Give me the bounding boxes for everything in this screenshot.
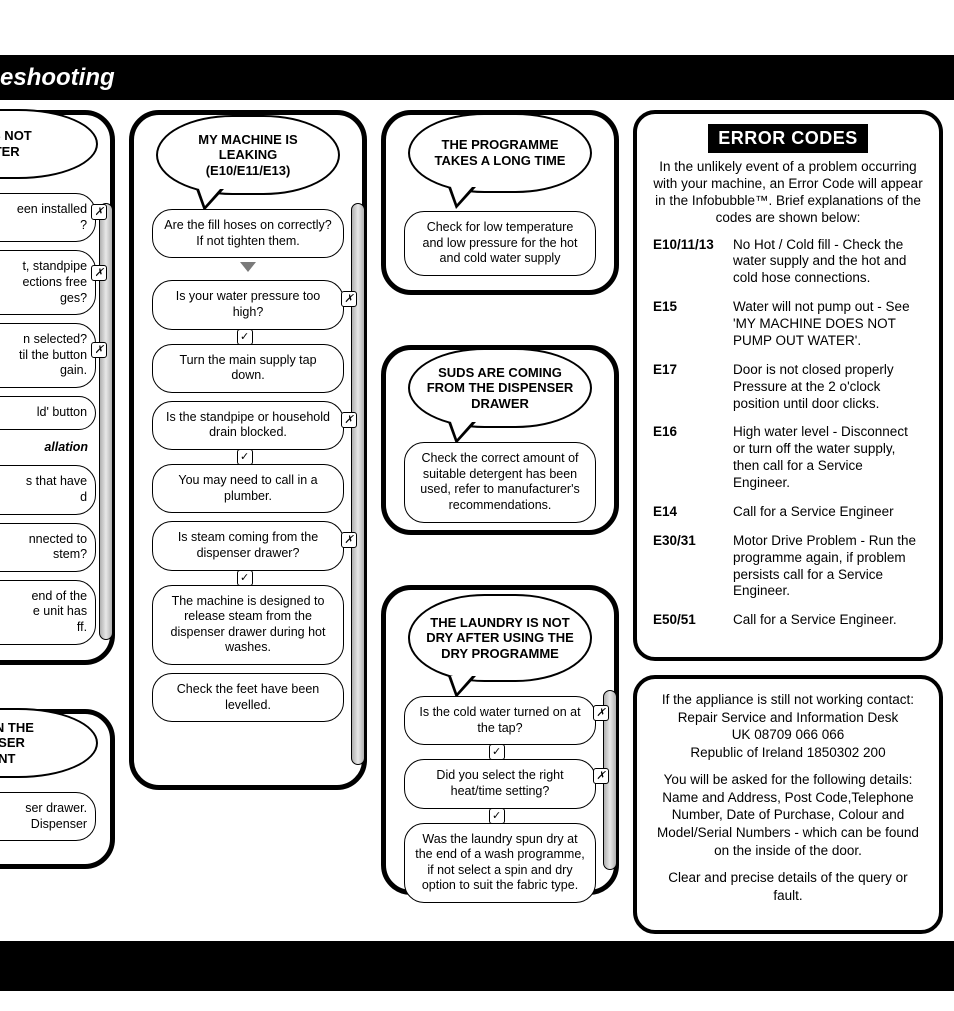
step: ser drawer. Dispenser <box>0 792 96 841</box>
cross-icon: ✗ <box>341 532 357 548</box>
error-code-value: Call for a Service Engineer <box>733 504 923 521</box>
page-footer <box>0 941 954 991</box>
error-codes-list: E10/11/13No Hot / Cold fill - Check the … <box>653 237 923 630</box>
step: Check the correct amount of suitable det… <box>404 442 596 523</box>
card-dispenser: TS IN THE ENSER ENT ser drawer. Dispense… <box>0 709 115 869</box>
cross-icon: ✗ <box>91 342 107 358</box>
bubble-text: OES NOT ATER <box>0 128 32 159</box>
error-code-key: E15 <box>653 299 733 350</box>
col-3: ERROR CODES In the unlikely event of a p… <box>633 110 943 941</box>
cross-icon: ✗ <box>593 705 609 721</box>
error-code-value: High water level - Disconnect or turn of… <box>733 424 923 492</box>
cross-icon: ✗ <box>593 768 609 784</box>
step: Is the cold water turned on at the tap? … <box>404 696 596 745</box>
arrow-down-icon <box>240 262 256 272</box>
card-long-time: THE PROGRAMME TAKES A LONG TIME Check fo… <box>381 110 619 295</box>
contact-text: UK 08709 066 066 <box>732 727 845 742</box>
cross-icon: ✗ <box>91 265 107 281</box>
bubble-does-not: OES NOT ATER <box>0 109 98 179</box>
step: Turn the main supply tap down. <box>152 344 344 393</box>
tick-icon: ✓ <box>489 808 505 824</box>
page-header: eshooting <box>0 55 954 100</box>
bubble-text: THE LAUNDRY IS NOT DRY AFTER USING THE D… <box>424 615 576 662</box>
step: ld' button <box>0 396 96 430</box>
contact-text: Repair Service and Information Desk <box>678 710 899 725</box>
content-row: OES NOT ATER een installed ?✗ t, standpi… <box>0 110 954 941</box>
bubble-text: THE PROGRAMME TAKES A LONG TIME <box>424 137 576 168</box>
pipe-icon <box>351 203 365 765</box>
step: een installed ?✗ <box>0 193 96 242</box>
error-code-row: E50/51Call for a Service Engineer. <box>653 612 923 629</box>
step: Are the fill hoses on correctly? If not … <box>152 209 344 258</box>
error-code-key: E16 <box>653 424 733 492</box>
card-leaking: MY MACHINE IS LEAKING (E10/E11/E13) Are … <box>129 110 367 790</box>
col-0: OES NOT ATER een installed ?✗ t, standpi… <box>0 110 115 941</box>
cross-icon: ✗ <box>341 291 357 307</box>
card-does-not: OES NOT ATER een installed ?✗ t, standpi… <box>0 110 115 665</box>
bubble-leaking: MY MACHINE IS LEAKING (E10/E11/E13) <box>156 115 340 195</box>
step: You may need to call in a plumber. <box>152 464 344 513</box>
error-code-row: E15Water will not pump out - See 'MY MAC… <box>653 299 923 350</box>
contact-panel: If the appliance is still not working co… <box>633 675 943 934</box>
step-ref: allation <box>0 438 96 458</box>
error-code-key: E14 <box>653 504 733 521</box>
error-codes-intro: In the unlikely event of a problem occur… <box>653 159 923 227</box>
step: Was the laundry spun dry at the end of a… <box>404 823 596 904</box>
error-code-row: E14Call for a Service Engineer <box>653 504 923 521</box>
bubble-dispenser: TS IN THE ENSER ENT <box>0 708 98 778</box>
contact-text: Clear and precise details of the query o… <box>653 869 923 904</box>
step: Is the standpipe or household drain bloc… <box>152 401 344 450</box>
error-code-row: E10/11/13No Hot / Cold fill - Check the … <box>653 237 923 288</box>
cross-icon: ✗ <box>341 412 357 428</box>
page-title: eshooting <box>0 64 115 91</box>
col-2: THE PROGRAMME TAKES A LONG TIME Check fo… <box>381 110 619 941</box>
error-code-row: E30/31Motor Drive Problem - Run the prog… <box>653 533 923 601</box>
card-suds: SUDS ARE COMING FROM THE DISPENSER DRAWE… <box>381 345 619 535</box>
step: The machine is designed to release steam… <box>152 585 344 666</box>
step: end of the e unit has ff. <box>0 580 96 645</box>
error-code-value: No Hot / Cold fill - Check the water sup… <box>733 237 923 288</box>
bubble-text: MY MACHINE IS LEAKING (E10/E11/E13) <box>172 132 324 179</box>
step: Is your water pressure too high? ✗ ✓ <box>152 280 344 329</box>
error-code-key: E30/31 <box>653 533 733 601</box>
bubble-text: TS IN THE ENSER ENT <box>0 720 34 767</box>
contact-text: If the appliance is still not working co… <box>662 692 914 707</box>
error-code-row: E17Door is not closed properly Pressure … <box>653 362 923 413</box>
card-not-dry: THE LAUNDRY IS NOT DRY AFTER USING THE D… <box>381 585 619 895</box>
bubble-suds: SUDS ARE COMING FROM THE DISPENSER DRAWE… <box>408 348 592 428</box>
bubble-text: SUDS ARE COMING FROM THE DISPENSER DRAWE… <box>424 365 576 412</box>
col-1: MY MACHINE IS LEAKING (E10/E11/E13) Are … <box>129 110 367 941</box>
step: nnected to stem? <box>0 523 96 572</box>
error-codes-title: ERROR CODES <box>708 124 868 153</box>
tick-icon: ✓ <box>237 449 253 465</box>
cross-icon: ✗ <box>91 204 107 220</box>
error-code-key: E50/51 <box>653 612 733 629</box>
step: s that have d <box>0 465 96 514</box>
contact-text: You will be asked for the following deta… <box>653 771 923 859</box>
error-codes-panel: ERROR CODES In the unlikely event of a p… <box>633 110 943 661</box>
tick-icon: ✓ <box>237 570 253 586</box>
step: Check the feet have been levelled. <box>152 673 344 722</box>
step: Check for low temperature and low pressu… <box>404 211 596 276</box>
step: t, standpipe ections free ges?✗ <box>0 250 96 315</box>
bubble-long-time: THE PROGRAMME TAKES A LONG TIME <box>408 113 592 193</box>
error-code-value: Call for a Service Engineer. <box>733 612 923 629</box>
error-code-row: E16High water level - Disconnect or turn… <box>653 424 923 492</box>
error-code-value: Water will not pump out - See 'MY MACHIN… <box>733 299 923 350</box>
step: n selected? til the button gain.✗ <box>0 323 96 388</box>
page: eshooting OES NOT ATER een installed ?✗ … <box>0 0 954 1011</box>
tick-icon: ✓ <box>489 744 505 760</box>
error-code-value: Door is not closed properly Pressure at … <box>733 362 923 413</box>
tick-icon: ✓ <box>237 329 253 345</box>
step: Did you select the right heat/time setti… <box>404 759 596 808</box>
bubble-not-dry: THE LAUNDRY IS NOT DRY AFTER USING THE D… <box>408 594 592 682</box>
error-code-key: E10/11/13 <box>653 237 733 288</box>
contact-text: Republic of Ireland 1850302 200 <box>690 745 885 760</box>
error-code-value: Motor Drive Problem - Run the programme … <box>733 533 923 601</box>
error-code-key: E17 <box>653 362 733 413</box>
step: Is steam coming from the dispenser drawe… <box>152 521 344 570</box>
